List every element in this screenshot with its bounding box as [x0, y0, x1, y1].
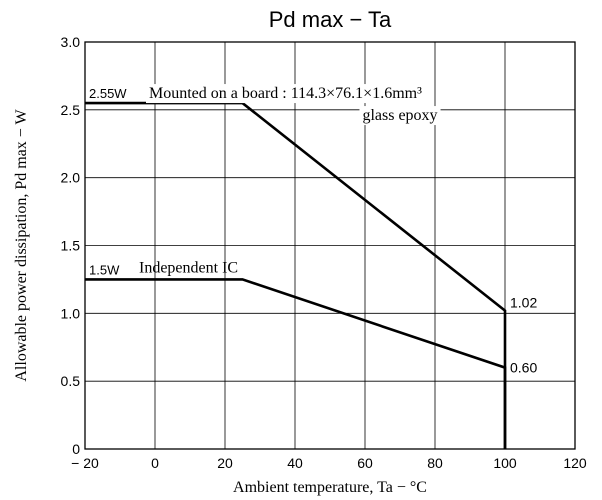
- y-tick-label: 0: [72, 441, 80, 457]
- anno-mounted-board: Mounted on a board : 114.3×76.1×1.6mm³: [149, 85, 422, 102]
- y-tick-label: 1.0: [61, 305, 81, 321]
- x-tick-label: 40: [287, 455, 303, 471]
- annotation-bg: [146, 84, 426, 104]
- anno-2-55w: 2.55W: [89, 86, 127, 101]
- x-tick-label: − 20: [71, 455, 99, 471]
- y-tick-label: 2.5: [61, 102, 81, 118]
- anno-0-60: 0.60: [510, 360, 537, 376]
- chart-title: Pd max − Ta: [269, 7, 392, 32]
- anno-1-5w: 1.5W: [89, 262, 120, 277]
- annotation-bg: [507, 293, 541, 312]
- x-tick-label: 0: [151, 455, 159, 471]
- x-tick-label: 80: [427, 455, 443, 471]
- anno-1-02: 1.02: [510, 295, 537, 311]
- x-tick-label: 120: [563, 455, 587, 471]
- x-tick-label: 100: [493, 455, 517, 471]
- plot-frame: [84, 41, 576, 450]
- x-tick-labels: − 20 0 20 40 60 80 100 120: [71, 455, 587, 471]
- series-line-2: [85, 278, 507, 449]
- annotation-bg: [507, 358, 541, 377]
- x-axis-label: Ambient temperature, Ta − °C: [233, 479, 427, 496]
- y-tick-label: 0.5: [61, 373, 81, 389]
- y-tick-label: 1.5: [61, 238, 81, 254]
- y-tick-label: 2.0: [61, 170, 81, 186]
- y-axis-label: Allowable power dissipation, Pd max − W: [13, 108, 30, 381]
- annotations: 2.55W Mounted on a board : 114.3×76.1×1.6…: [89, 84, 541, 377]
- anno-glass-epoxy: glass epoxy: [362, 107, 437, 124]
- x-tick-label: 20: [217, 455, 233, 471]
- annotation-bg: [359, 106, 441, 126]
- anno-independent-ic: Independent IC: [139, 259, 238, 276]
- y-tick-label: 3.0: [61, 34, 81, 50]
- grid: [85, 42, 575, 449]
- x-tick-label: 60: [357, 455, 373, 471]
- y-tick-labels: 0 0.5 1.0 1.5 2.0 2.5 3.0: [61, 34, 81, 457]
